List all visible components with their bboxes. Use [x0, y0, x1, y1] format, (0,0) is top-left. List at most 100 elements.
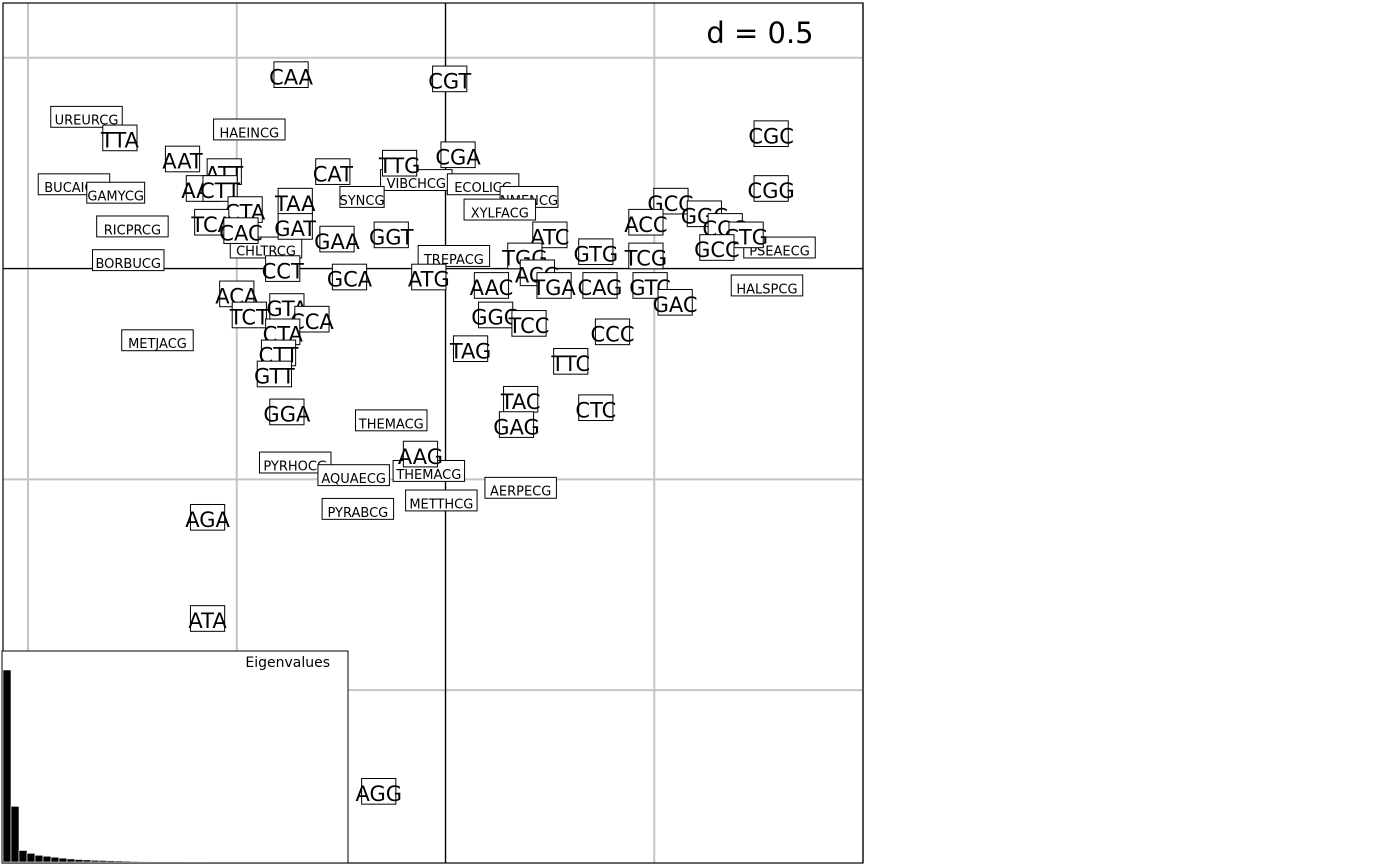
variable-label: RICPRCG [96, 215, 169, 238]
variable-label-text: PYRHOCG [263, 459, 327, 474]
point-label: GTC [629, 272, 671, 300]
point-label-box [373, 221, 409, 249]
point-label: GGA [263, 398, 311, 427]
point-label: AAC [470, 272, 513, 300]
point-label-box [273, 61, 309, 88]
point-label-text: GTG [574, 242, 619, 266]
point-label-box [202, 175, 238, 202]
variable-label-text: METTHCG [409, 497, 473, 512]
eigenvalue-bar [18, 850, 28, 863]
point-label-box [503, 385, 539, 413]
point-label-text: CGG [748, 179, 795, 203]
variable-label: METJACG [121, 329, 194, 352]
point-label-box [536, 272, 572, 299]
point-label: TCT [229, 301, 269, 330]
point-label: GTG [574, 238, 619, 266]
observation-labels: CAACGTCGCCGGTTAAATATTCATTTGCGAAAACTTTAAC… [100, 61, 795, 806]
variable-label-text: GAMYCG [87, 190, 144, 205]
inset-frame [1, 650, 349, 864]
point-label-text: GGA [263, 403, 311, 427]
point-label-box [269, 398, 305, 426]
point-label-text: ACC [624, 213, 667, 237]
variable-label-text: AERPECG [490, 485, 551, 500]
point-label: GAG [493, 411, 540, 439]
plot-frame [2, 2, 864, 864]
point-label-box [553, 348, 589, 375]
point-label-box [194, 208, 230, 236]
point-label-box [582, 272, 618, 299]
variable-label-box [258, 451, 332, 474]
point-label: GTT [254, 360, 295, 389]
variable-label: GAMYCG [86, 181, 146, 205]
variable-label-box [92, 249, 165, 272]
point-label: CGT [428, 65, 471, 94]
variable-label-text: PYRABCG [327, 506, 388, 521]
point-label: TGA [531, 272, 576, 300]
point-label-text: CGT [428, 70, 471, 94]
point-label-box [231, 301, 267, 329]
point-label: TCG [624, 242, 667, 271]
point-label-text: TAG [449, 339, 491, 363]
point-label-text: GGT [369, 226, 414, 250]
point-label-box [498, 411, 535, 438]
point-label-box [319, 225, 355, 253]
point-label: TTG [378, 149, 421, 178]
variable-label-box [121, 329, 194, 352]
variable-label-text: VIBCHCG [387, 177, 446, 192]
variable-label-box [213, 118, 286, 141]
point-label-box [432, 65, 468, 93]
point-label: GCA [327, 263, 373, 292]
point-label: AGG [355, 778, 402, 806]
point-label: CAG [578, 272, 622, 300]
eigenvalue-bar [42, 855, 52, 863]
point-label-text: AGG [355, 782, 402, 806]
point-label: TAC [500, 385, 541, 414]
point-label-text: AGA [185, 508, 230, 532]
variable-label-text: METJACG [128, 337, 187, 352]
point-label-text: ATA [188, 609, 227, 633]
point-label: CCC [591, 318, 635, 347]
point-label-box [402, 440, 439, 468]
variable-label-text: RICPRCG [104, 223, 161, 238]
point-label: TAA [274, 187, 316, 216]
variable-label: PYRABCG [321, 497, 395, 521]
point-label-box [331, 263, 368, 291]
point-label-text: CCT [262, 259, 304, 283]
point-label-text: AAT [162, 150, 203, 174]
point-label: CGC [748, 120, 794, 148]
variable-label: PYRHOCG [258, 451, 332, 474]
variable-label-text: HALSPCG [736, 282, 797, 297]
point-label-box [189, 605, 226, 632]
eigenvalue-bar [122, 860, 132, 863]
point-label-box [361, 778, 397, 805]
point-label-box [440, 141, 476, 169]
eigenvalue-bar [74, 859, 84, 863]
variable-label-text: THEMACG [395, 468, 461, 483]
variable-label-box [463, 198, 537, 221]
point-label-text: CGC [748, 124, 794, 148]
variable-label-box [321, 497, 395, 520]
scale-legend: d = 0.5 [690, 14, 830, 54]
point-label-text: GCA [327, 268, 373, 292]
variable-label-box [96, 215, 169, 238]
eigenvalue-bar [146, 861, 156, 863]
point-label: CTT [200, 175, 240, 203]
point-label-text: TTG [378, 154, 421, 178]
point-label: AAT [162, 145, 203, 174]
eigenvalues-inset: Eigenvalues [1, 650, 349, 864]
variable-label: XYLFACG [463, 198, 537, 221]
variable-label-text: THEMACG [358, 417, 424, 432]
point-label-text: AAG [398, 445, 443, 469]
point-label-text: TAC [500, 390, 541, 414]
point-label: TTA [100, 124, 140, 153]
point-label-box [265, 255, 301, 282]
point-label: TCC [508, 310, 549, 338]
point-label-box [578, 238, 614, 266]
eigenvalue-bar [66, 858, 76, 863]
point-label: AGA [185, 503, 231, 532]
point-label-box [511, 310, 547, 337]
variable-label-box [484, 476, 557, 499]
variable-label: TREPACG [417, 244, 491, 268]
eigenvalue-bar [106, 860, 116, 863]
